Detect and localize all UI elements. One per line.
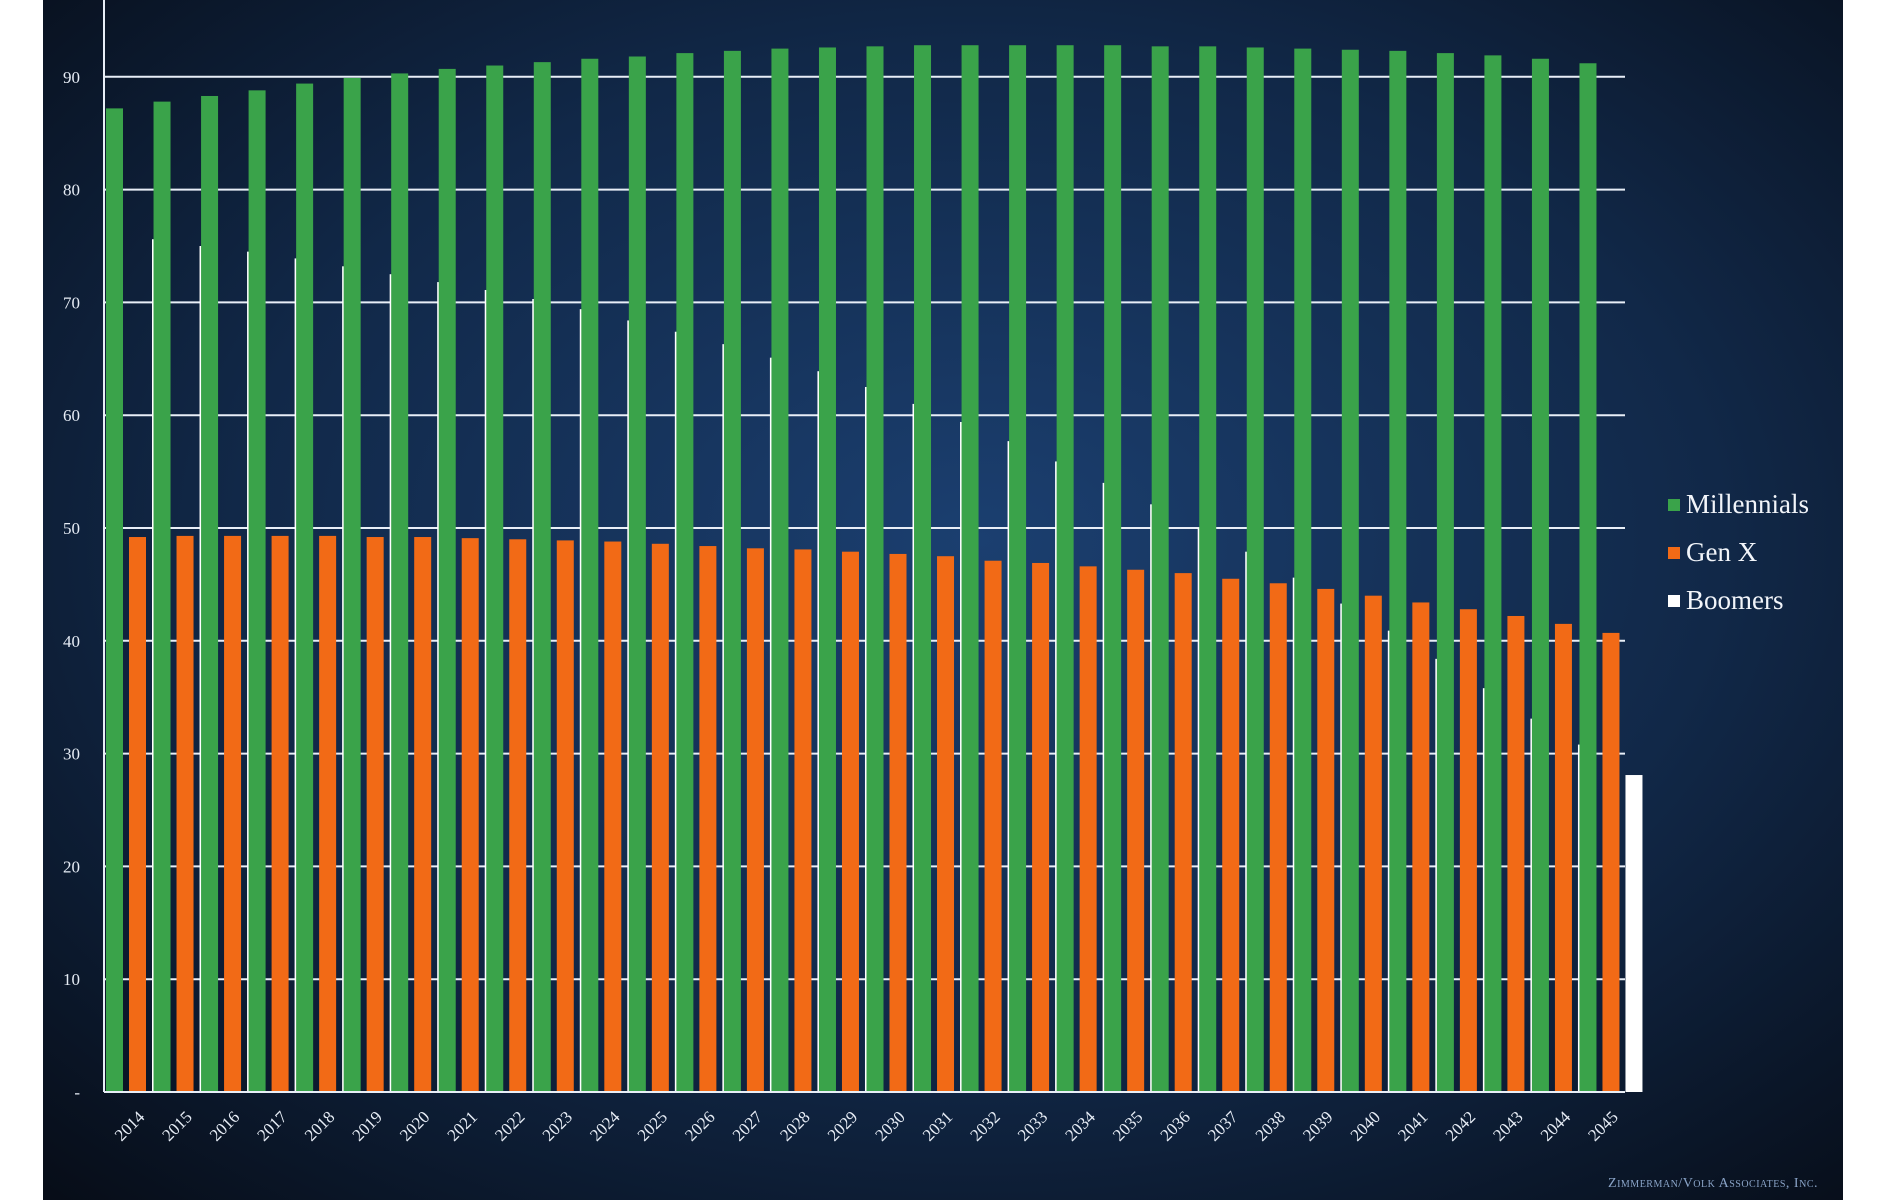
bar-gen-x bbox=[1174, 573, 1192, 1092]
y-tick-label: 30 bbox=[63, 745, 80, 764]
bar-gen-x bbox=[509, 539, 527, 1092]
bar-millennials bbox=[1151, 46, 1169, 1093]
y-tick-label: 20 bbox=[63, 857, 80, 876]
bar-gen-x bbox=[366, 537, 384, 1092]
bar-millennials bbox=[1294, 48, 1312, 1093]
bar-millennials bbox=[201, 95, 219, 1093]
bar-gen-x bbox=[937, 556, 955, 1092]
bar-millennials bbox=[628, 56, 646, 1092]
bar-boomers bbox=[1625, 775, 1643, 1092]
bar-millennials bbox=[1484, 55, 1502, 1093]
legend-label: Gen X bbox=[1686, 537, 1758, 567]
bar-gen-x bbox=[1507, 615, 1525, 1092]
bar-millennials bbox=[1009, 45, 1027, 1093]
y-tick-label: 40 bbox=[63, 632, 80, 651]
bar-gen-x bbox=[746, 548, 764, 1092]
bar-millennials bbox=[914, 45, 932, 1093]
bar-millennials bbox=[676, 53, 694, 1093]
bar-millennials bbox=[1389, 50, 1407, 1093]
y-tick-label: - bbox=[74, 1083, 80, 1102]
bar-millennials bbox=[581, 58, 599, 1092]
bar-millennials bbox=[1056, 45, 1074, 1093]
bar-millennials bbox=[1436, 53, 1454, 1093]
bar-gen-x bbox=[699, 546, 717, 1092]
bars bbox=[106, 45, 1643, 1093]
bar-gen-x bbox=[1079, 566, 1097, 1092]
bar-gen-x bbox=[1222, 578, 1240, 1092]
bar-gen-x bbox=[1602, 632, 1620, 1092]
bar-gen-x bbox=[651, 543, 669, 1092]
bar-gen-x bbox=[556, 540, 574, 1092]
bar-gen-x bbox=[1364, 595, 1382, 1092]
legend-swatch bbox=[1668, 547, 1680, 559]
bar-millennials bbox=[486, 65, 504, 1092]
y-tick-label: 70 bbox=[63, 293, 80, 312]
bar-gen-x bbox=[319, 535, 337, 1092]
bar-gen-x bbox=[1127, 569, 1145, 1092]
bar-gen-x bbox=[1412, 602, 1430, 1092]
legend-swatch bbox=[1668, 595, 1680, 607]
bar-gen-x bbox=[1459, 609, 1477, 1092]
bar-gen-x bbox=[461, 538, 479, 1092]
legend-label: Boomers bbox=[1686, 585, 1784, 615]
bar-gen-x bbox=[1032, 562, 1050, 1092]
bar-millennials bbox=[723, 50, 741, 1093]
bar-gen-x bbox=[414, 537, 432, 1092]
bar-gen-x bbox=[224, 535, 242, 1092]
bar-gen-x bbox=[889, 553, 907, 1092]
y-tick-label: 60 bbox=[63, 406, 80, 425]
bar-millennials bbox=[1199, 46, 1217, 1093]
bar-millennials bbox=[1579, 63, 1597, 1092]
bar-gen-x bbox=[841, 551, 859, 1092]
bar-millennials bbox=[106, 108, 123, 1092]
axes bbox=[103, 0, 1625, 1093]
bar-gen-x bbox=[1554, 623, 1572, 1092]
bar-millennials bbox=[866, 46, 884, 1093]
bar-gen-x bbox=[129, 537, 146, 1092]
legend: Millennials Gen X Boomers bbox=[1668, 489, 1809, 615]
bar-millennials bbox=[771, 48, 789, 1093]
bar-millennials bbox=[1104, 45, 1122, 1093]
bar-millennials bbox=[153, 101, 171, 1093]
y-tick-labels: - 10 20 30 40 50 60 70 80 90 bbox=[63, 68, 80, 1102]
bar-gen-x bbox=[1317, 588, 1335, 1092]
bar-millennials bbox=[1341, 49, 1359, 1093]
y-tick-label: 80 bbox=[63, 181, 80, 200]
bar-millennials bbox=[961, 45, 979, 1093]
bar-gen-x bbox=[794, 549, 812, 1092]
bar-gen-x bbox=[271, 535, 289, 1092]
bar-gen-x bbox=[604, 541, 622, 1092]
credit-text: Zimmerman/Volk Associates, Inc. bbox=[1608, 1176, 1818, 1191]
bar-millennials bbox=[438, 68, 456, 1092]
bar-millennials bbox=[1246, 47, 1264, 1093]
bar-millennials bbox=[248, 90, 266, 1093]
bar-gen-x bbox=[984, 560, 1002, 1092]
legend-swatch bbox=[1668, 499, 1680, 511]
bar-gen-x bbox=[1269, 583, 1287, 1092]
y-tick-label: 10 bbox=[63, 970, 80, 989]
bar-millennials bbox=[818, 47, 836, 1093]
bar-millennials bbox=[1531, 58, 1549, 1092]
y-tick-label: 90 bbox=[63, 68, 80, 87]
bar-millennials bbox=[533, 62, 551, 1092]
bar-millennials bbox=[391, 73, 409, 1093]
bar-millennials bbox=[296, 83, 314, 1092]
bar-millennials bbox=[343, 77, 361, 1093]
bar-gen-x bbox=[176, 535, 194, 1092]
y-tick-label: 50 bbox=[63, 519, 80, 538]
legend-label: Millennials bbox=[1686, 489, 1809, 519]
